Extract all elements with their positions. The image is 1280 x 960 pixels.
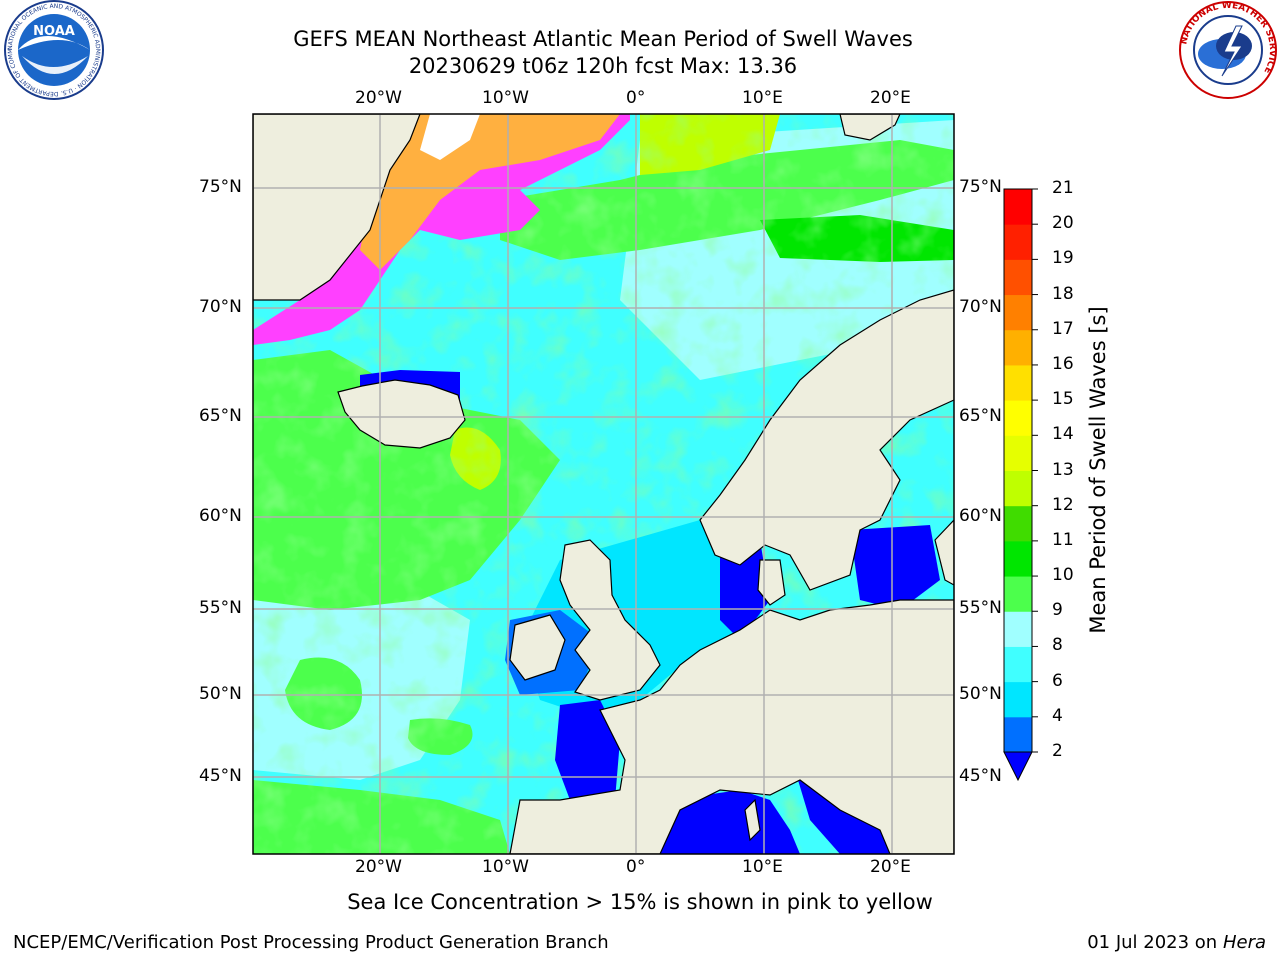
lat-tick-left: 50°N (199, 684, 242, 704)
lat-tick-right: 60°N (959, 506, 1002, 526)
footer-host: Hera (1222, 932, 1266, 953)
colorbar-tick-label: 19 (1052, 248, 1074, 269)
iceland (337, 379, 466, 449)
colorbar-swatch (1004, 716, 1032, 753)
colorbar-tick-label: 15 (1052, 389, 1074, 410)
lon-tick-top: 20°W (355, 88, 402, 108)
graticule (253, 114, 954, 854)
colorbar-frame (1003, 188, 1033, 753)
lon-tick-top: 0° (626, 88, 646, 108)
lon-tick-bottom: 10°E (742, 857, 783, 877)
lon-tick-top: 20°E (870, 88, 911, 108)
colorbar-swatch (1004, 470, 1032, 507)
colorbar-swatch (1004, 364, 1032, 401)
lat-tick-right: 65°N (959, 406, 1002, 426)
lat-tick-right: 45°N (959, 766, 1002, 786)
colorbar-swatch (1004, 259, 1032, 296)
colorbar-tick-label: 20 (1052, 213, 1074, 234)
colorbar-swatch (1004, 224, 1032, 260)
colorbar-tick-label: 18 (1052, 283, 1074, 304)
lat-tick-left: 75°N (199, 177, 242, 197)
lat-tick-left: 45°N (199, 766, 242, 786)
footer-date-text: 01 Jul 2023 on (1087, 932, 1223, 953)
sea-ice-note: Sea Ice Concentration > 15% is shown in … (347, 890, 933, 914)
baltic-east (934, 519, 954, 586)
lon-tick-bottom: 20°W (355, 857, 402, 877)
lat-tick-left: 70°N (199, 297, 242, 317)
colorbar-swatch (1004, 505, 1032, 542)
lon-tick-bottom: 0° (626, 857, 646, 877)
colorbar (1003, 188, 1038, 782)
colorbar-swatch (1004, 435, 1032, 471)
swell-region-blue (555, 700, 620, 800)
lon-tick-bottom: 10°W (482, 857, 529, 877)
colorbar-tick-label: 16 (1052, 353, 1074, 374)
lat-tick-right: 50°N (959, 684, 1002, 704)
lon-tick-bottom: 20°E (870, 857, 911, 877)
colorbar-swatch (1004, 294, 1032, 331)
greenland (253, 114, 421, 301)
lat-tick-left: 60°N (199, 506, 242, 526)
colorbar-tick-label: 13 (1052, 459, 1074, 480)
land (253, 114, 954, 854)
colorbar-tick-label: 14 (1052, 424, 1074, 445)
sea-ice-pink (253, 114, 630, 345)
lon-tick-top: 10°E (742, 88, 783, 108)
colorbar-swatch (1004, 681, 1032, 718)
continental-europe (509, 599, 954, 854)
lat-tick-left: 55°N (199, 598, 242, 618)
map-frame (252, 113, 955, 855)
colorbar-tick-label: 6 (1052, 670, 1063, 691)
colorbar-swatch (1004, 576, 1032, 612)
svalbard (839, 114, 901, 141)
sea-ice-orange (360, 114, 620, 270)
map-panel (253, 114, 954, 854)
colorbar-tick-label: 17 (1052, 318, 1074, 339)
lat-tick-left: 65°N (199, 406, 242, 426)
lon-tick-top: 10°W (482, 88, 529, 108)
sea-ice-white (420, 114, 480, 160)
nws-logo: NATIONAL WEATHER SERVICE (1179, 1, 1277, 99)
lat-tick-right: 55°N (959, 598, 1002, 618)
colorbar-tick-label: 4 (1052, 705, 1063, 726)
colorbar-swatch (1004, 540, 1032, 577)
colorbar-label: Mean Period of Swell Waves [s] (1086, 306, 1110, 634)
colorbar-tick-label: 8 (1052, 635, 1063, 656)
ireland (509, 614, 566, 681)
noaa-logo: NOAA NATIONAL OCEANIC AND ATMOSPHERIC AD… (2, 0, 104, 100)
swell-region-blue (850, 525, 940, 610)
colorbar-tick-label: 21 (1052, 178, 1074, 198)
chart-title: GEFS MEAN Northeast Atlantic Mean Period… (293, 27, 913, 51)
colorbar-tick-label: 2 (1052, 741, 1063, 761)
noaa-logo-text: NOAA (33, 24, 75, 39)
colorbar-tick-label: 12 (1052, 494, 1074, 515)
lat-tick-right: 75°N (959, 177, 1002, 197)
footer-credit: NCEP/EMC/Verification Post Processing Pr… (13, 932, 609, 953)
colorbar-swatch (1004, 329, 1032, 366)
colorbar-swatch (1004, 646, 1032, 683)
colorbar-tick-label: 11 (1052, 529, 1074, 550)
chart-subtitle: 20230629 t06z 120h fcst Max: 13.36 (408, 54, 798, 78)
colorbar-swatch (1004, 611, 1032, 647)
colorbar-tick-label: 9 (1052, 600, 1063, 621)
swell-region-blue (660, 790, 800, 854)
footer-date: 01 Jul 2023 on Hera (1087, 932, 1266, 953)
corsica (744, 798, 761, 842)
lat-tick-right: 70°N (959, 297, 1002, 317)
colorbar-swatch (1004, 189, 1032, 225)
colorbar-tick-label: 10 (1052, 565, 1074, 586)
colorbar-extend-arrow (1003, 751, 1033, 782)
colorbar-swatch (1004, 400, 1032, 436)
swell-region-blue (720, 540, 770, 640)
